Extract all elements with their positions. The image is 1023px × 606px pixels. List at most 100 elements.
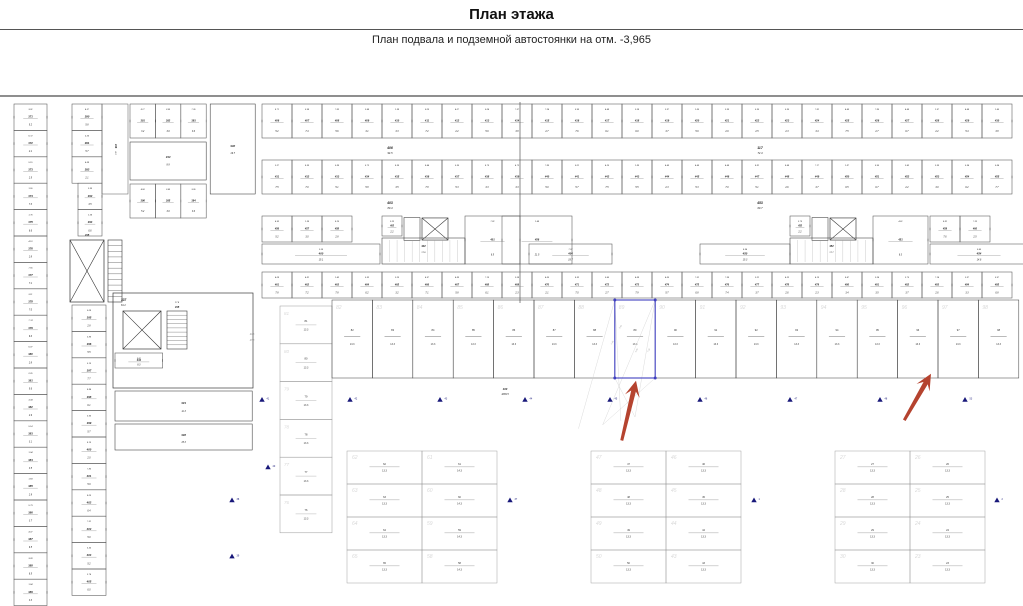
svg-text:5.64: 5.64 <box>995 164 1000 167</box>
svg-text:4.65: 4.65 <box>545 276 550 279</box>
svg-text:394: 394 <box>191 198 196 202</box>
svg-text:1.69: 1.69 <box>29 479 34 481</box>
svg-text:413: 413 <box>484 118 490 122</box>
svg-text:5.9: 5.9 <box>87 484 91 486</box>
svg-text:23: 23 <box>914 554 921 560</box>
svg-text:1.76: 1.76 <box>29 215 34 217</box>
svg-text:2.5: 2.5 <box>972 236 977 238</box>
svg-text:445: 445 <box>694 174 700 178</box>
svg-text:3.28: 3.28 <box>29 558 34 560</box>
svg-text:1.38: 1.38 <box>395 109 400 111</box>
svg-text:14.3: 14.3 <box>457 469 462 472</box>
svg-text:6.39: 6.39 <box>395 165 400 167</box>
svg-text:50: 50 <box>596 554 602 560</box>
svg-text:49: 49 <box>627 529 630 532</box>
svg-text:13.3: 13.3 <box>945 568 950 571</box>
svg-text:5.1: 5.1 <box>755 187 759 189</box>
svg-text:13.3: 13.3 <box>875 343 880 346</box>
svg-text:60: 60 <box>458 496 461 499</box>
svg-text:484: 484 <box>964 283 970 286</box>
svg-text:4.81: 4.81 <box>305 276 309 279</box>
svg-text:338: 338 <box>181 433 186 437</box>
svg-text:2.2: 2.2 <box>454 131 459 133</box>
svg-text:2.46: 2.46 <box>364 108 370 111</box>
svg-text:13.3: 13.3 <box>956 343 961 346</box>
svg-text:76: 76 <box>305 508 308 512</box>
svg-text:4.92: 4.92 <box>275 220 280 223</box>
svg-text:2.37: 2.37 <box>964 277 970 279</box>
svg-text:436: 436 <box>424 174 430 178</box>
svg-text:29: 29 <box>871 529 874 532</box>
svg-text:420: 420 <box>694 118 700 122</box>
svg-text:13.3: 13.3 <box>945 469 950 472</box>
svg-text:4.43: 4.43 <box>845 108 850 111</box>
svg-text:410: 410 <box>394 118 400 122</box>
svg-text:400: 400 <box>318 251 324 255</box>
svg-text:4.46: 4.46 <box>965 108 970 111</box>
svg-text:3.7: 3.7 <box>905 292 909 294</box>
svg-text:46: 46 <box>671 455 677 461</box>
svg-text:334: 334 <box>137 358 142 362</box>
svg-text:441: 441 <box>574 174 580 178</box>
svg-text:7.24: 7.24 <box>545 108 550 111</box>
svg-text:1.45: 1.45 <box>995 108 1000 111</box>
svg-text:13.3: 13.3 <box>626 469 631 472</box>
svg-text:4.65: 4.65 <box>665 276 670 279</box>
svg-text:14.3: 14.3 <box>457 535 462 538</box>
svg-text:13.3: 13.3 <box>471 343 476 346</box>
svg-text:7.17: 7.17 <box>815 165 820 167</box>
svg-text:91: 91 <box>714 328 717 332</box>
svg-text:7.51: 7.51 <box>695 277 699 279</box>
svg-text:5.04: 5.04 <box>485 108 490 111</box>
svg-text:3.93: 3.93 <box>575 109 580 111</box>
svg-text:396: 396 <box>141 198 146 202</box>
svg-text:5.2: 5.2 <box>141 211 145 213</box>
svg-text:64: 64 <box>352 521 358 527</box>
svg-text:398: 398 <box>87 395 92 399</box>
svg-text:77: 77 <box>305 470 308 474</box>
svg-text:7.0: 7.0 <box>305 187 309 189</box>
svg-text:90: 90 <box>659 305 665 311</box>
svg-text:340: 340 <box>230 144 235 148</box>
svg-text:464: 464 <box>364 283 370 286</box>
svg-text:419: 419 <box>664 118 670 122</box>
svg-text:2.5: 2.5 <box>754 131 759 133</box>
svg-text:447: 447 <box>754 174 760 178</box>
svg-text:4.68: 4.68 <box>85 161 90 164</box>
svg-text:13.3: 13.3 <box>754 343 759 346</box>
svg-text:80: 80 <box>305 357 308 361</box>
svg-text:3.95: 3.95 <box>192 189 197 191</box>
svg-text:15.3: 15.3 <box>181 442 186 444</box>
svg-text:97: 97 <box>957 328 960 332</box>
svg-text:49: 49 <box>596 521 602 527</box>
svg-text:5.35: 5.35 <box>455 165 460 167</box>
svg-text:5.35: 5.35 <box>755 109 760 111</box>
svg-text:336: 336 <box>114 144 118 149</box>
svg-text:430: 430 <box>994 118 1000 122</box>
svg-text:1.97: 1.97 <box>935 109 940 111</box>
svg-text:6.25: 6.25 <box>335 221 340 223</box>
svg-text:4.10: 4.10 <box>29 240 34 243</box>
svg-text:459: 459 <box>942 227 948 230</box>
svg-text:5.14: 5.14 <box>29 425 34 428</box>
svg-text:6.32: 6.32 <box>575 277 580 279</box>
svg-text:3.95: 3.95 <box>875 165 880 167</box>
svg-text:5.0: 5.0 <box>87 537 91 539</box>
svg-text:3.7: 3.7 <box>815 187 819 189</box>
svg-text:384: 384 <box>28 458 33 462</box>
svg-text:6.0: 6.0 <box>635 131 639 133</box>
svg-text:2.1: 2.1 <box>84 177 89 179</box>
svg-text:452: 452 <box>828 244 834 248</box>
svg-text:3.4: 3.4 <box>845 291 849 294</box>
svg-text:6.1: 6.1 <box>87 405 91 407</box>
svg-text:396: 396 <box>87 342 92 346</box>
svg-text:88: 88 <box>578 305 584 311</box>
svg-text:5.32: 5.32 <box>365 277 370 279</box>
svg-text:25: 25 <box>946 496 949 499</box>
svg-text:93: 93 <box>795 328 798 332</box>
svg-text:6.1: 6.1 <box>485 292 489 294</box>
svg-text:4.49: 4.49 <box>905 108 910 111</box>
svg-text:5.35: 5.35 <box>785 109 790 111</box>
svg-text:5.2: 5.2 <box>275 236 279 238</box>
svg-text:455: 455 <box>797 224 803 227</box>
